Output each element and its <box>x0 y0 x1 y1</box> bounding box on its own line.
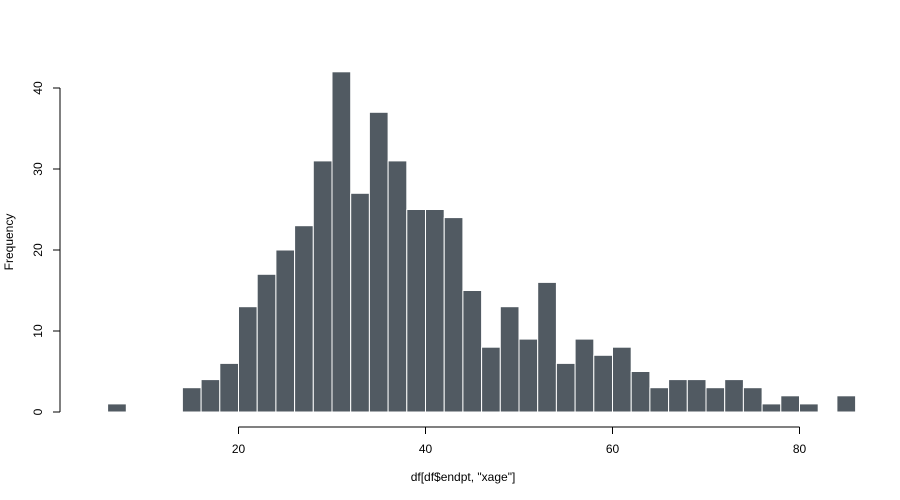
histogram-bar-52-54 <box>537 281 557 413</box>
histogram-bar-72-74 <box>724 379 744 413</box>
x-tick-label: 80 <box>793 442 807 456</box>
x-axis: 20 40 60 80 <box>232 426 807 456</box>
y-tick-label: 40 <box>31 81 45 95</box>
y-tick-label: 10 <box>31 324 45 338</box>
histogram-bar-66-68 <box>668 379 688 413</box>
histogram-bar-38-40 <box>406 209 426 413</box>
histogram-bar-22-24 <box>256 273 277 413</box>
histogram-bar-74-76 <box>742 387 763 413</box>
y-tick-label: 0 <box>31 408 45 415</box>
histogram-bar-84-86 <box>836 395 857 413</box>
histogram-bar-16-18 <box>200 379 221 413</box>
histogram-bar-34-36 <box>368 111 389 413</box>
histogram-bar-14-16 <box>181 387 202 413</box>
bars-group <box>107 71 857 413</box>
x-tick-label: 60 <box>606 442 620 456</box>
histogram-bar-32-34 <box>350 192 370 413</box>
histogram-bar-6-8 <box>107 403 127 413</box>
histogram-bar-76-78 <box>761 403 782 413</box>
histogram-bar-46-48 <box>481 346 501 413</box>
histogram-bar-36-38 <box>387 160 408 413</box>
y-tick-label: 30 <box>31 162 45 176</box>
y-tick-label: 20 <box>31 243 45 257</box>
histogram-bar-54-56 <box>555 362 576 413</box>
histogram-bar-64-66 <box>649 387 670 413</box>
y-axis-title: Frequency <box>2 214 16 271</box>
histogram-bar-30-32 <box>331 71 352 413</box>
histogram-bar-26-28 <box>294 225 314 413</box>
histogram-bar-44-46 <box>462 290 483 413</box>
histogram-bar-80-82 <box>799 403 819 413</box>
histogram-bar-58-60 <box>593 354 613 413</box>
y-axis: 0 10 20 30 40 <box>31 81 61 415</box>
histogram-bar-78-80 <box>780 395 800 413</box>
histogram-bar-62-64 <box>630 371 651 413</box>
histogram-bar-28-30 <box>312 160 333 413</box>
histogram-bar-56-58 <box>574 338 595 413</box>
histogram-bar-60-62 <box>612 346 632 413</box>
histogram-bar-24-26 <box>275 249 296 413</box>
histogram-bar-50-52 <box>518 338 539 413</box>
histogram-bar-70-72 <box>705 387 726 413</box>
histogram-bar-20-22 <box>238 306 258 413</box>
x-tick-label: 40 <box>419 442 433 456</box>
histogram-bar-68-70 <box>686 379 707 413</box>
histogram-bar-42-44 <box>443 217 464 413</box>
histogram-bar-48-50 <box>499 306 520 413</box>
x-axis-title: df[df$endpt, "xage"] <box>411 470 516 484</box>
histogram-bar-18-20 <box>219 362 240 413</box>
x-tick-label: 20 <box>232 442 246 456</box>
histogram-bar-40-42 <box>425 209 445 413</box>
